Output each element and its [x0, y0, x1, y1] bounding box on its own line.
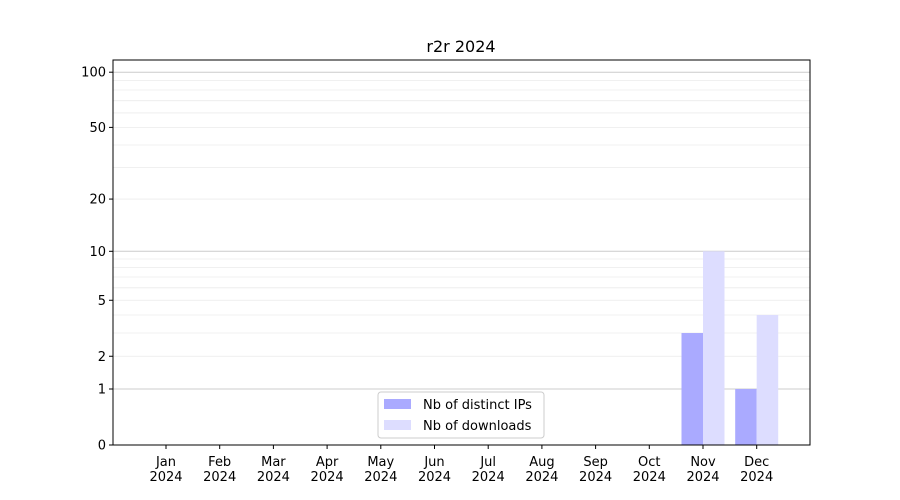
grid	[113, 71, 810, 390]
x-tick-label: Oct	[638, 455, 660, 470]
x-tick-label: May	[367, 455, 394, 470]
y-tick-label: 2	[98, 350, 106, 365]
x-tick-label: 2024	[472, 470, 505, 485]
x-tick-label: 2024	[686, 470, 719, 485]
x-tick-label: Jan	[155, 455, 176, 470]
x-tick-label: 2024	[257, 470, 290, 485]
x-tick-label: 2024	[740, 470, 773, 485]
legend-box	[377, 391, 545, 439]
y-tick-label: 50	[89, 121, 106, 136]
x-tick-label: Aug	[529, 455, 554, 470]
y-tick-label: 10	[89, 245, 106, 260]
y-tick-label: 1	[98, 383, 106, 398]
x-tick-label: 2024	[364, 470, 397, 485]
x-tick-label: 2024	[633, 470, 666, 485]
bar-downloads	[756, 314, 779, 445]
y-tick-label: 20	[89, 193, 106, 208]
x-tick-label: Nov	[690, 455, 716, 470]
x-tick-label: 2024	[579, 470, 612, 485]
x-tick-label: Jul	[479, 455, 496, 470]
legend-swatch-downloads	[384, 420, 411, 430]
x-tick-label: Mar	[261, 455, 286, 470]
plot-frame	[112, 59, 811, 446]
x-tick-label: Sep	[583, 455, 608, 470]
x-axis: Jan2024Feb2024Mar2024Apr2024May2024Jun20…	[149, 445, 773, 485]
bar-distinct-ips	[735, 389, 757, 445]
legend-label-downloads: Nb of downloads	[423, 419, 532, 434]
x-tick-label: 2024	[149, 470, 182, 485]
legend-label-ips: Nb of distinct IPs	[423, 398, 532, 413]
x-tick-label: Feb	[208, 455, 231, 470]
x-tick-label: 2024	[203, 470, 236, 485]
x-tick-label: Apr	[316, 455, 339, 470]
bar-downloads	[703, 251, 725, 445]
legend: Nb of distinct IPs Nb of downloads	[377, 391, 545, 439]
x-tick-label: Dec	[744, 455, 769, 470]
chart-title: r2r 2024	[426, 37, 495, 56]
bars	[681, 251, 779, 445]
y-tick-label: 100	[81, 66, 106, 81]
bar-distinct-ips	[681, 333, 703, 445]
x-tick-label: Jun	[423, 455, 444, 470]
legend-swatch-ips	[384, 399, 411, 409]
y-tick-label: 5	[98, 294, 106, 309]
x-tick-label: 2024	[525, 470, 558, 485]
x-tick-label: 2024	[311, 470, 344, 485]
x-tick-label: 2024	[418, 470, 451, 485]
y-tick-label: 0	[98, 439, 106, 454]
y-axis: 0 1 2 5 10 20 50 100	[81, 66, 113, 454]
